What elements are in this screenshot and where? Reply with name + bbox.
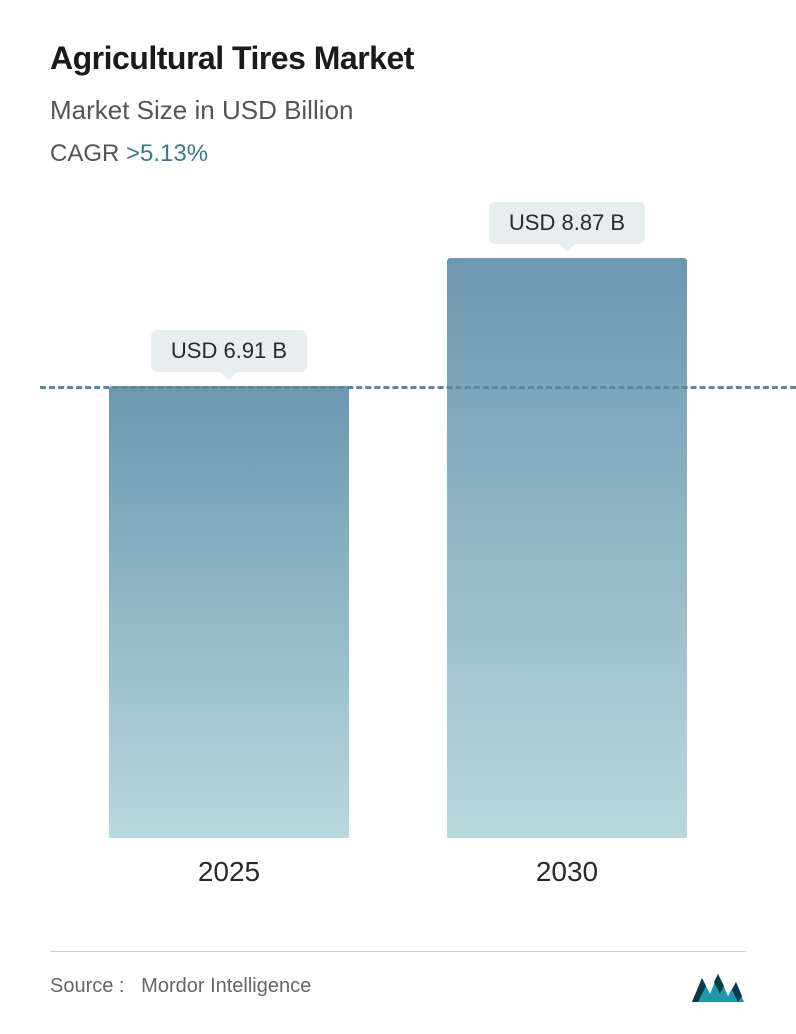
value-label-2030: USD 8.87 B bbox=[489, 202, 645, 244]
year-label-2030: 2030 bbox=[437, 856, 697, 888]
chart-container: Agricultural Tires Market Market Size in… bbox=[0, 0, 796, 1034]
source-text: Source : Mordor Intelligence bbox=[50, 975, 311, 998]
value-label-2025: USD 6.91 B bbox=[151, 330, 307, 372]
cagr-line: CAGR >5.13% bbox=[50, 140, 746, 168]
bars-wrapper: USD 6.91 B USD 8.87 B bbox=[60, 208, 736, 838]
cagr-value: >5.13% bbox=[126, 140, 208, 167]
chart-area: USD 6.91 B USD 8.87 B 2025 2030 bbox=[60, 208, 736, 888]
reference-line bbox=[40, 386, 796, 389]
bar-2025 bbox=[109, 386, 349, 838]
year-label-2025: 2025 bbox=[99, 856, 359, 888]
cagr-label: CAGR bbox=[50, 140, 119, 167]
chart-subtitle: Market Size in USD Billion bbox=[50, 95, 746, 126]
footer: Source : Mordor Intelligence bbox=[50, 951, 746, 1004]
source-name: Mordor Intelligence bbox=[141, 975, 311, 997]
chart-title: Agricultural Tires Market bbox=[50, 40, 746, 77]
bar-2030 bbox=[447, 258, 687, 838]
bar-group-2030: USD 8.87 B bbox=[437, 202, 697, 838]
year-labels: 2025 2030 bbox=[60, 856, 736, 888]
bar-group-2025: USD 6.91 B bbox=[99, 330, 359, 838]
source-prefix: Source : bbox=[50, 975, 124, 997]
mordor-logo-icon bbox=[690, 968, 746, 1004]
